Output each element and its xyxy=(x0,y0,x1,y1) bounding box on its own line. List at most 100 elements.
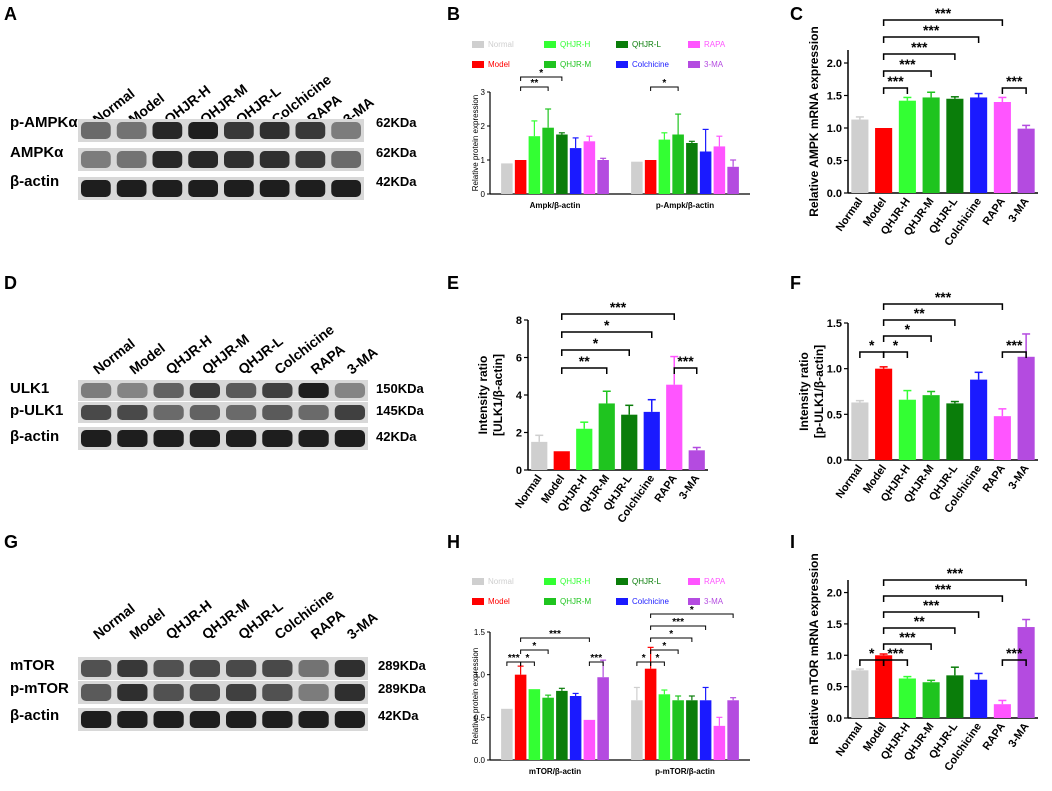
blot-band xyxy=(153,660,184,677)
significance-label: *** xyxy=(935,581,952,597)
blot-band xyxy=(224,180,254,197)
bar xyxy=(644,160,657,194)
y-axis-label: Relative protein expression xyxy=(471,648,480,745)
bar xyxy=(576,428,593,470)
significance-label: *** xyxy=(508,653,520,664)
significance-label: *** xyxy=(610,299,627,315)
bar xyxy=(531,441,548,470)
y-tick-label: 1.0 xyxy=(827,364,842,376)
bar xyxy=(672,700,684,760)
bar xyxy=(688,450,705,470)
bar xyxy=(922,682,940,718)
y-tick-label: 0.5 xyxy=(827,409,842,421)
blot-row-label: ULK1 xyxy=(10,380,49,397)
blot-strip xyxy=(78,427,368,450)
group-label: p-Ampk/β-actin xyxy=(656,201,714,210)
y-tick-label: 1.5 xyxy=(827,91,842,103)
chart-e: 02468NormalModelQHJR-HQHJR-MQHJR-LColchi… xyxy=(476,299,708,525)
legend-label: QHJR-H xyxy=(560,577,590,586)
bar xyxy=(851,670,869,718)
blot-band xyxy=(334,405,365,420)
bar xyxy=(922,97,940,193)
y-axis-label: Relative protein expression xyxy=(471,95,480,192)
legend-swatch xyxy=(688,598,700,605)
bar xyxy=(686,143,698,194)
western-blot-d: NormalModelQHJR-HQHJR-MQHJR-LColchicineR… xyxy=(10,321,424,450)
panel-letter-a: A xyxy=(4,4,17,24)
significance-bracket xyxy=(650,637,693,642)
significance-label: * xyxy=(604,317,610,333)
y-axis-label-2: [ULK1/β-actin] xyxy=(491,354,505,436)
blot-band xyxy=(262,405,293,420)
lane-label: 3-MA xyxy=(344,344,381,378)
significance-label: * xyxy=(690,605,694,616)
significance-bracket xyxy=(882,643,932,650)
blot-band xyxy=(81,383,112,398)
chart-c: 0.00.51.01.52.0NormalModelQHJR-HQHJR-MQH… xyxy=(807,5,1038,248)
significance-bracket xyxy=(650,86,679,91)
blot-band xyxy=(331,180,361,197)
significance-label: * xyxy=(642,653,646,664)
y-tick-label: 8 xyxy=(516,315,522,327)
blot-band xyxy=(117,430,148,447)
bar xyxy=(658,694,671,760)
blot-row-label: mTOR xyxy=(10,657,55,674)
blot-band xyxy=(189,711,220,728)
significance-label: *** xyxy=(899,629,916,645)
y-tick-label: 0.0 xyxy=(827,455,842,467)
y-tick-label: 2 xyxy=(481,122,486,131)
significance-bracket xyxy=(650,649,679,654)
significance-bracket xyxy=(561,331,653,338)
y-tick-label: 1.0 xyxy=(827,650,842,662)
significance-bracket xyxy=(650,613,734,618)
bar xyxy=(501,163,513,194)
chart-f: 0.00.51.01.5NormalModelQHJR-HQHJR-MQHJR-… xyxy=(797,289,1038,515)
y-tick-label: 1.5 xyxy=(827,318,842,330)
significance-bracket xyxy=(882,53,956,60)
panel-letter-i: I xyxy=(790,532,795,552)
blot-kda-label: 62KDa xyxy=(376,145,417,160)
y-axis-label: Intensity ratio xyxy=(476,356,490,435)
legend-label: Colchicine xyxy=(632,597,669,606)
y-tick-label: 0.5 xyxy=(474,713,486,722)
bar xyxy=(1017,356,1035,460)
blot-band xyxy=(117,383,148,398)
legend-swatch xyxy=(688,61,700,68)
blot-strip xyxy=(78,402,368,423)
blot-band xyxy=(226,711,257,728)
y-tick-label: 1.5 xyxy=(474,628,486,637)
blot-row-label: AMPKα xyxy=(10,144,64,161)
bar xyxy=(597,677,609,760)
blot-band xyxy=(81,180,111,197)
significance-label: *** xyxy=(1006,73,1023,89)
bar xyxy=(875,655,893,718)
blot-band xyxy=(117,711,148,728)
blot-band xyxy=(262,711,293,728)
group-label: Ampk/β-actin xyxy=(530,201,581,210)
bar xyxy=(583,141,596,194)
blot-band xyxy=(81,151,111,168)
blot-band xyxy=(224,122,254,139)
significance-bracket xyxy=(1001,659,1027,666)
legend-swatch xyxy=(472,61,484,68)
y-tick-label: 4 xyxy=(516,390,523,402)
group-label: mTOR/β-actin xyxy=(529,767,581,776)
blot-band xyxy=(153,711,184,728)
x-tick-label: RAPA xyxy=(981,463,1008,495)
significance-label: * xyxy=(532,641,536,652)
x-tick-label: 3-MA xyxy=(1006,196,1031,225)
blot-band xyxy=(116,180,147,197)
group-label: p-mTOR/β-actin xyxy=(655,767,715,776)
y-tick-label: 0.5 xyxy=(827,156,842,168)
legend-swatch xyxy=(688,578,700,585)
bar xyxy=(514,674,527,760)
blot-band xyxy=(117,405,148,420)
legend-label: 3-MA xyxy=(704,597,724,606)
blot-kda-label: 42KDa xyxy=(376,174,417,189)
blot-band xyxy=(298,383,329,398)
legend-swatch xyxy=(544,41,556,48)
bar xyxy=(542,697,554,760)
significance-label: *** xyxy=(1006,645,1023,661)
blot-band xyxy=(116,122,147,139)
